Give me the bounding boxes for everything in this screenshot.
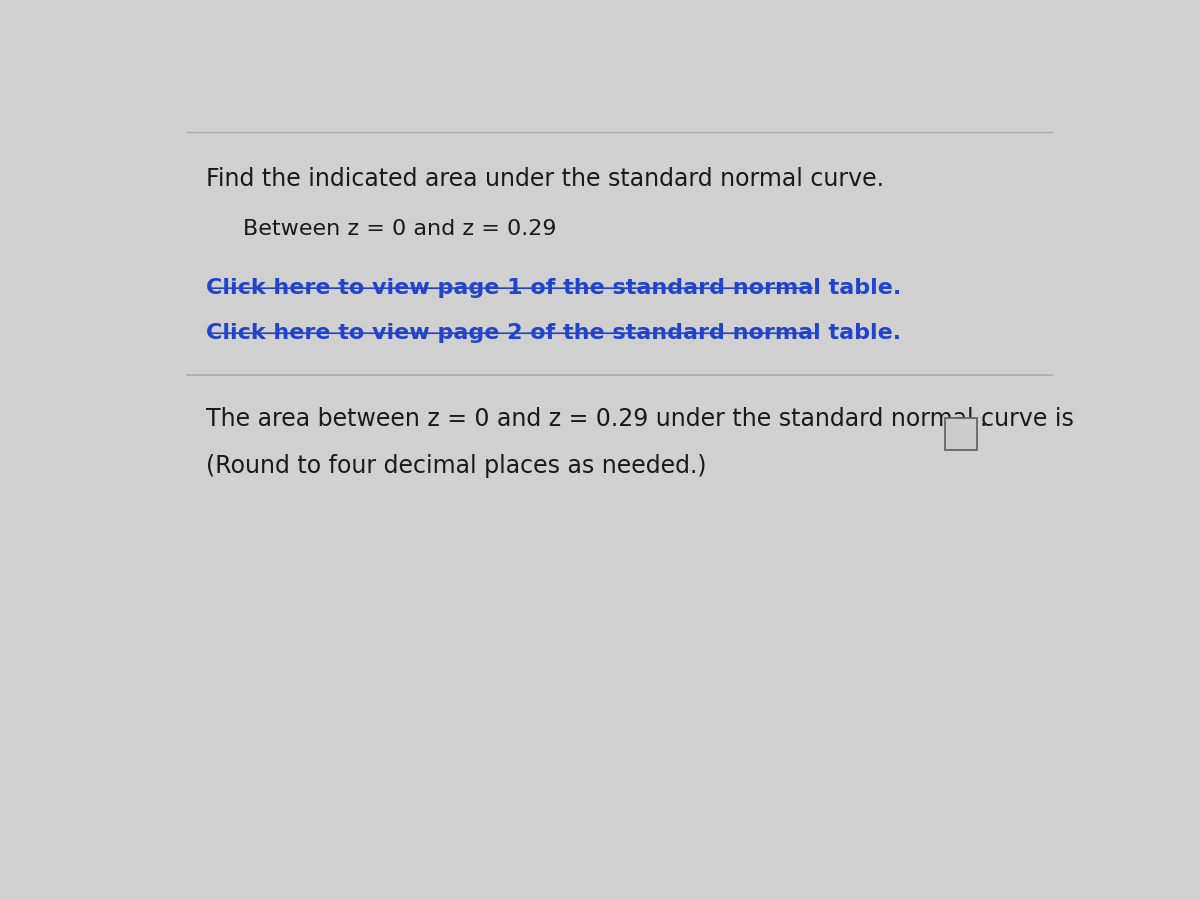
- Text: The area between z = 0 and z = 0.29 under the standard normal curve is: The area between z = 0 and z = 0.29 unde…: [206, 408, 1074, 431]
- Text: .: .: [979, 408, 986, 431]
- Text: Click here to view page 2 of the standard normal table.: Click here to view page 2 of the standar…: [206, 323, 901, 343]
- FancyBboxPatch shape: [946, 418, 977, 450]
- Text: Find the indicated area under the standard normal curve.: Find the indicated area under the standa…: [206, 166, 883, 191]
- Text: Click here to view page 1 of the standard normal table.: Click here to view page 1 of the standar…: [206, 278, 901, 298]
- Text: (Round to four decimal places as needed.): (Round to four decimal places as needed.…: [206, 454, 707, 479]
- Text: Between z = 0 and z = 0.29: Between z = 0 and z = 0.29: [242, 219, 557, 238]
